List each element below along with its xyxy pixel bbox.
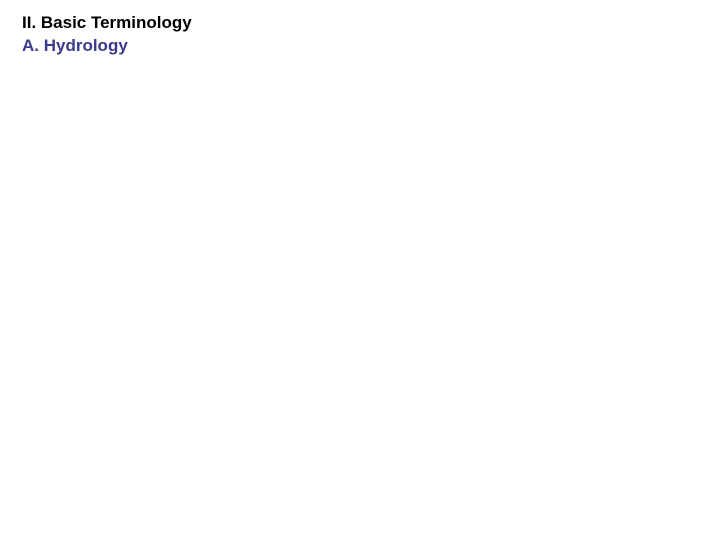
section-heading: II. Basic Terminology xyxy=(22,12,698,35)
slide-container: II. Basic Terminology A. Hydrology xyxy=(0,0,720,540)
subsection-heading: A. Hydrology xyxy=(22,35,698,58)
